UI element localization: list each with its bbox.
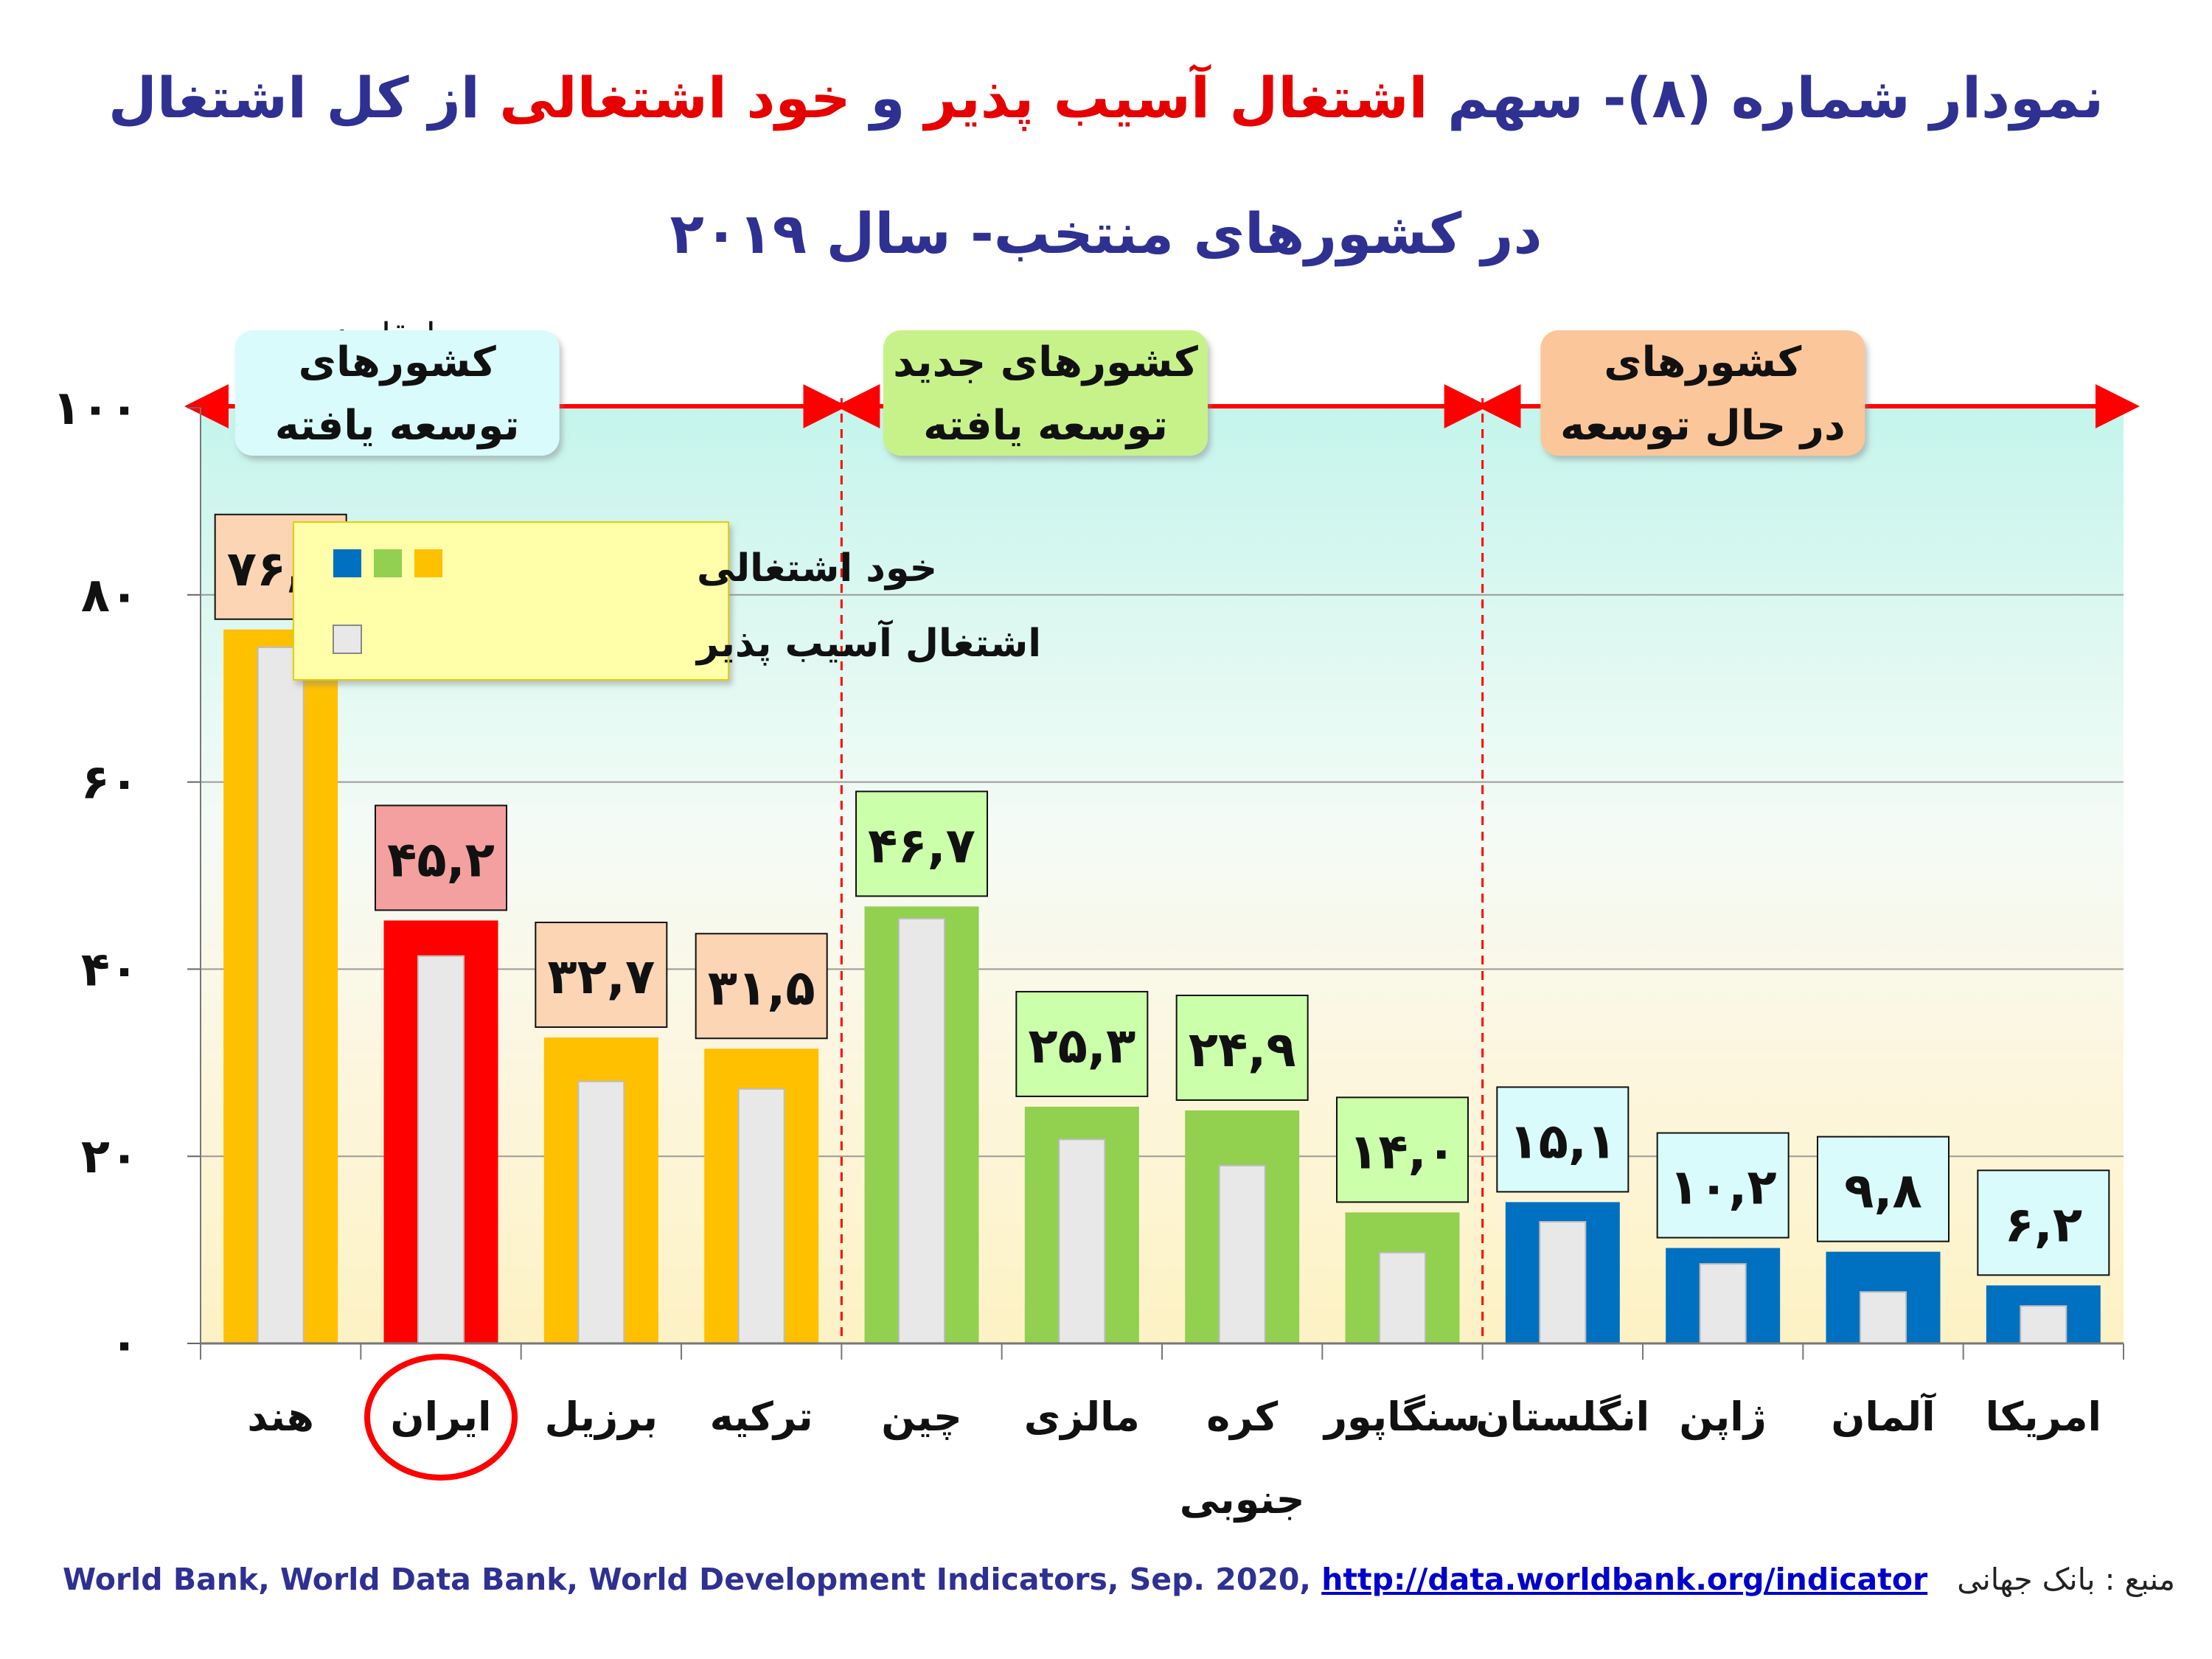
bar-vulnerable-employment xyxy=(1539,1221,1587,1345)
data-label-box xyxy=(855,790,988,897)
group-label-box xyxy=(883,330,1208,456)
x-tick-label: برزیل xyxy=(545,1394,658,1440)
x-tick-label-line2: جنوبی xyxy=(1180,1476,1305,1523)
x-tick-label: ایران xyxy=(391,1394,492,1440)
legend-swatch-self-employment xyxy=(333,549,361,577)
title-part3: از کل اشتغال xyxy=(108,65,500,131)
data-label: ۳۲,۷ xyxy=(547,948,655,1005)
data-label: ۱۵,۱ xyxy=(1509,1113,1616,1169)
legend-label-vulnerable: اشتغال آسیب پذیر xyxy=(695,619,1041,666)
bar-vulnerable-employment xyxy=(1379,1251,1426,1344)
y-tick-label: ۰ xyxy=(110,1317,139,1371)
data-label: ۱۰,۲ xyxy=(1669,1159,1777,1216)
data-label-box xyxy=(695,933,828,1040)
bar-vulnerable-employment xyxy=(417,955,465,1345)
bar-vulnerable-employment xyxy=(737,1088,785,1345)
source-link[interactable]: http://data.worldbank.org/indicator xyxy=(1321,1562,1928,1597)
data-label-box xyxy=(1336,1096,1469,1203)
group-label-line2: در حال توسعه xyxy=(1560,402,1846,450)
y-tick-label: ۴۰ xyxy=(81,942,139,997)
x-tick-label: انگلستان xyxy=(1476,1394,1650,1440)
data-label: ۱۴,۰ xyxy=(1349,1123,1456,1180)
x-tick-label: سنگاپور xyxy=(1322,1394,1481,1440)
x-tick-label: هند xyxy=(247,1394,314,1440)
title-red-self: خود اشتغالی xyxy=(499,65,851,131)
data-label: ۹,۸ xyxy=(1844,1163,1922,1220)
group-label-box xyxy=(234,330,560,456)
data-label-box xyxy=(1817,1135,1950,1242)
group-label-line2: توسعه یافته xyxy=(923,402,1168,450)
y-tick-label: ۱۰۰ xyxy=(52,381,139,436)
x-tick-label: مالزی xyxy=(1024,1394,1140,1440)
data-label-box xyxy=(1015,990,1149,1097)
bar-vulnerable-employment xyxy=(1058,1138,1106,1345)
bar-vulnerable-employment xyxy=(257,646,305,1344)
source-note: World Bank, World Data Bank, World Devel… xyxy=(63,1562,2175,1597)
data-label: ۲۵,۳ xyxy=(1028,1018,1135,1074)
data-label: ۶,۲ xyxy=(2005,1196,2083,1253)
legend-swatch-self-employment xyxy=(414,549,442,577)
chart-title-line1: نمودار شماره (۸)- سهم اشتغال آسیب پذیر و… xyxy=(0,65,2212,131)
legend-label-self-employment: خود اشتغالی xyxy=(697,546,937,591)
x-tick-label: ترکیه xyxy=(710,1394,813,1440)
legend-box xyxy=(293,521,729,681)
x-tick-label: کره xyxy=(1206,1394,1278,1440)
bar-vulnerable-employment xyxy=(2020,1305,2067,1344)
y-tick-label: ۸۰ xyxy=(81,568,139,623)
y-tick-label: ۶۰ xyxy=(81,756,139,810)
data-label: ۳۱,۵ xyxy=(708,959,815,1016)
chart-title-line2: در کشورهای منتخب- سال ۲۰۱۹ xyxy=(669,201,1543,266)
data-label-box xyxy=(1977,1169,2110,1276)
title-red-vulnerable: اشتغال آسیب پذیر xyxy=(924,65,1428,131)
x-tick-label: ژاپن xyxy=(1679,1394,1766,1440)
data-label-box xyxy=(535,922,668,1029)
x-tick-label: امریکا xyxy=(1986,1394,2102,1440)
data-label-box xyxy=(1656,1132,1790,1239)
group-label-line1: کشورهای xyxy=(1604,338,1802,386)
group-label-line2: توسعه یافته xyxy=(275,402,520,450)
source-text: World Bank, World Data Bank, World Devel… xyxy=(63,1562,1322,1597)
data-label-box xyxy=(1496,1086,1630,1193)
bar-vulnerable-employment xyxy=(577,1080,625,1345)
y-tick-label: ۲۰ xyxy=(81,1130,139,1184)
data-label: ۴۵,۲ xyxy=(387,831,495,888)
group-label-line1: کشورهای xyxy=(299,338,497,386)
data-label: ۴۶,۷ xyxy=(868,817,975,874)
legend-swatch-self-employment xyxy=(374,549,402,577)
data-label: ۲۴,۹ xyxy=(1189,1021,1296,1078)
bar-vulnerable-employment xyxy=(898,917,945,1344)
highlight-circle xyxy=(364,1354,518,1481)
x-tick-label: چین xyxy=(881,1394,962,1440)
group-label-box xyxy=(1540,330,1865,456)
bar-vulnerable-employment xyxy=(1860,1291,1907,1344)
group-label-line1: کشورهای جدید xyxy=(893,338,1198,386)
legend-swatch-vulnerable xyxy=(333,625,362,654)
bar-vulnerable-employment xyxy=(1699,1263,1747,1345)
data-label-box xyxy=(1175,995,1309,1102)
bar-vulnerable-employment xyxy=(1218,1164,1266,1345)
title-part2: و xyxy=(850,65,925,131)
title-part1: نمودار شماره (۸)- سهم xyxy=(1427,65,2104,131)
data-label-box xyxy=(375,804,507,911)
source-persian: منبع : بانک جهانی xyxy=(1957,1562,2175,1597)
x-tick-label: آلمان xyxy=(1831,1392,1936,1440)
